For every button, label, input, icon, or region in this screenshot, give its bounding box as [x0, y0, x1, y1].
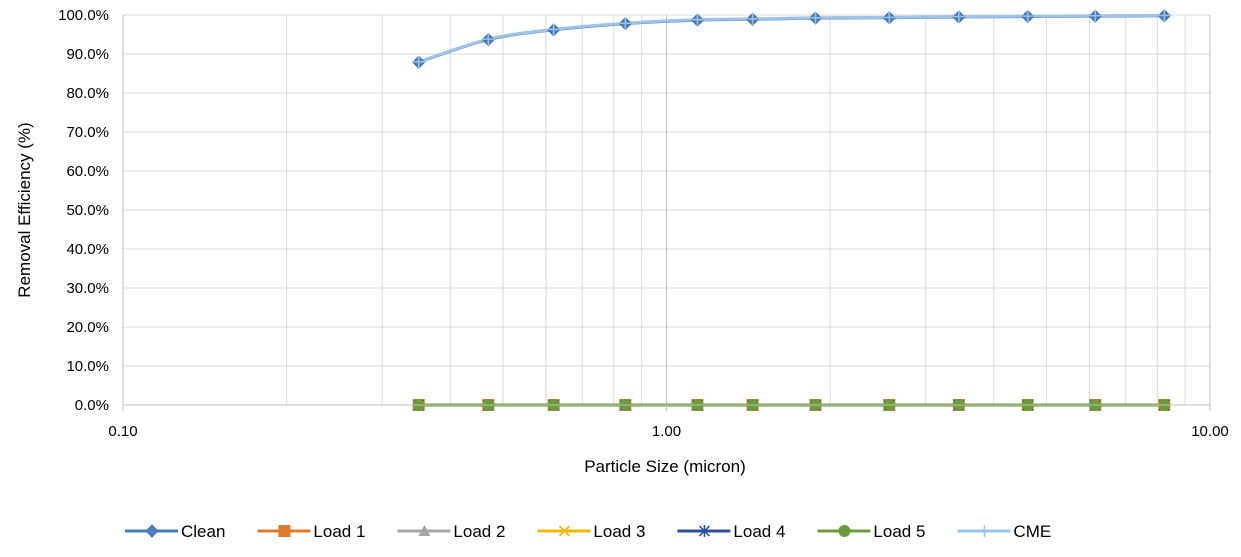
- data-point-cme: [691, 13, 704, 26]
- y-tick-label: 20.0%: [66, 319, 109, 336]
- legend-label-load-5: Load 5: [873, 522, 925, 541]
- y-tick-label: 80.0%: [66, 85, 109, 102]
- legend-label-load-4: Load 4: [733, 522, 785, 541]
- y-axis-title: Removal Efficiency (%): [15, 122, 34, 297]
- legend-marker-load-3: [558, 525, 570, 537]
- data-point-cme: [1158, 9, 1171, 22]
- x-axis-title: Particle Size (micron): [584, 457, 746, 476]
- legend-item-load-1: Load 1: [257, 522, 365, 541]
- y-tick-label: 90.0%: [66, 46, 109, 63]
- series-line-cme: [417, 13, 1166, 64]
- legend-marker-load-1: [278, 525, 291, 537]
- data-point-cme: [1021, 10, 1034, 23]
- legend: Clean Load 1 Load 2 Load 3 Load 4 Load 5 CME: [125, 522, 1051, 541]
- y-tick-label: 70.0%: [66, 124, 109, 141]
- y-tick-label: 50.0%: [66, 202, 109, 219]
- data-point-cme: [883, 11, 896, 24]
- legend-marker-load-4: [698, 525, 710, 537]
- legend-item-load-3: Load 3: [537, 522, 645, 541]
- y-tick-label: 60.0%: [66, 163, 109, 180]
- x-tick-label: 1.00: [652, 423, 681, 440]
- data-point-cme: [619, 17, 632, 30]
- y-tick-label: 100.0%: [58, 7, 109, 24]
- data-point-cme: [746, 12, 759, 25]
- data-point-cme: [809, 11, 822, 24]
- data-point-cme: [482, 33, 495, 46]
- series-line-clean: [417, 14, 1166, 64]
- legend-item-clean: Clean: [125, 522, 225, 541]
- y-tick-label: 10.0%: [66, 358, 109, 375]
- legend-item-load-2: Load 2: [397, 522, 505, 541]
- y-tick-label: 30.0%: [66, 280, 109, 297]
- data-point-cme: [952, 10, 965, 23]
- legend-item-cme: CME: [957, 522, 1051, 541]
- data-point-cme: [1089, 9, 1102, 22]
- x-tick-label: 10.00: [1191, 423, 1229, 440]
- legend-marker-clean: [145, 524, 159, 538]
- data-point-cme: [412, 55, 425, 68]
- legend-marker-load-2: [418, 525, 431, 536]
- legend-marker-cme: [978, 525, 991, 537]
- legend-label-load-1: Load 1: [313, 522, 365, 541]
- legend-label-load-3: Load 3: [593, 522, 645, 541]
- legend-item-load-5: Load 5: [817, 522, 925, 541]
- x-tick-label: 0.10: [108, 423, 137, 440]
- grid: [122, 14, 1211, 406]
- data-point-cme: [547, 23, 560, 36]
- y-tick-label: 0.0%: [75, 397, 109, 414]
- legend-label-clean: Clean: [181, 522, 225, 541]
- legend-item-load-4: Load 4: [677, 522, 785, 541]
- legend-marker-load-5: [838, 525, 851, 537]
- legend-label-cme: CME: [1013, 522, 1051, 541]
- axes: 0.0% 10.0% 20.0% 30.0% 40.0% 50.0% 60.0% 70.0% 8…: [58, 7, 1229, 440]
- legend-label-load-2: Load 2: [453, 522, 505, 541]
- y-tick-label: 40.0%: [66, 241, 109, 258]
